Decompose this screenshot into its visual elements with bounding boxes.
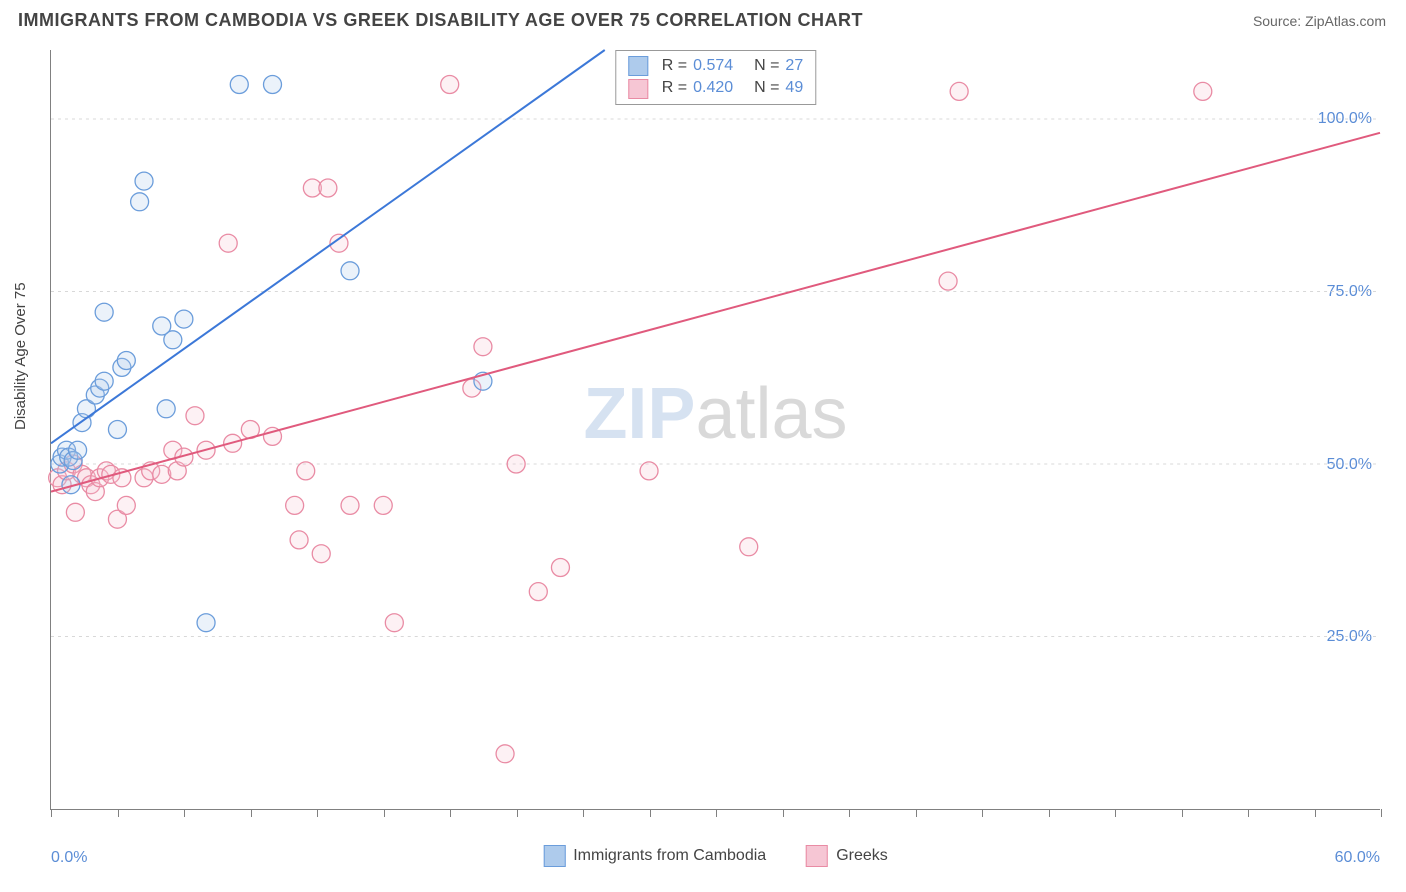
data-point: [496, 745, 514, 763]
n-value-1: 49: [785, 77, 803, 99]
data-point: [131, 193, 149, 211]
x-tick: [1115, 809, 1116, 817]
legend-item-0: Immigrants from Cambodia: [543, 845, 766, 867]
data-point: [740, 538, 758, 556]
scatter-svg: [51, 50, 1380, 809]
trend-line: [51, 133, 1380, 492]
chart-plot-area: ZIPatlas 25.0%50.0%75.0%100.0% 0.0% 60.0…: [50, 50, 1380, 810]
y-axis-label: Disability Age Over 75: [12, 282, 29, 430]
data-point: [95, 303, 113, 321]
legend-item-1: Greeks: [806, 845, 888, 867]
data-point: [286, 496, 304, 514]
x-tick: [1248, 809, 1249, 817]
x-tick: [783, 809, 784, 817]
correlation-swatch-0: [628, 56, 648, 76]
x-tick: [51, 809, 52, 817]
x-tick: [1049, 809, 1050, 817]
x-tick: [916, 809, 917, 817]
x-tick: [716, 809, 717, 817]
x-tick-label-min: 0.0%: [51, 849, 87, 867]
x-tick: [849, 809, 850, 817]
data-point: [529, 583, 547, 601]
data-point: [290, 531, 308, 549]
data-point: [374, 496, 392, 514]
legend-swatch-1: [806, 845, 828, 867]
x-tick: [450, 809, 451, 817]
data-point: [117, 352, 135, 370]
series-legend: Immigrants from Cambodia Greeks: [543, 845, 888, 867]
data-point: [175, 310, 193, 328]
chart-title: IMMIGRANTS FROM CAMBODIA VS GREEK DISABI…: [18, 10, 863, 31]
x-tick: [1182, 809, 1183, 817]
x-tick: [184, 809, 185, 817]
data-point: [157, 400, 175, 418]
x-tick: [317, 809, 318, 817]
x-tick: [118, 809, 119, 817]
r-label-0: R =: [662, 55, 687, 77]
source-label: Source: ZipAtlas.com: [1253, 13, 1386, 29]
data-point: [95, 372, 113, 390]
n-label-1: N =: [754, 77, 779, 99]
data-point: [264, 76, 282, 94]
x-tick: [1315, 809, 1316, 817]
data-point: [385, 614, 403, 632]
data-point: [312, 545, 330, 563]
data-point: [135, 172, 153, 190]
n-label-0: N =: [754, 55, 779, 77]
data-point: [69, 441, 87, 459]
data-point: [186, 407, 204, 425]
x-tick: [384, 809, 385, 817]
trend-line: [51, 50, 605, 443]
legend-swatch-0: [543, 845, 565, 867]
data-point: [1194, 82, 1212, 100]
data-point: [551, 559, 569, 577]
x-tick: [650, 809, 651, 817]
data-point: [640, 462, 658, 480]
data-point: [297, 462, 315, 480]
x-tick-label-max: 60.0%: [1335, 849, 1380, 867]
data-point: [441, 76, 459, 94]
data-point: [117, 496, 135, 514]
n-value-0: 27: [785, 55, 803, 77]
data-point: [230, 76, 248, 94]
correlation-swatch-1: [628, 79, 648, 99]
r-value-0: 0.574: [693, 55, 733, 77]
data-point: [950, 82, 968, 100]
r-label-1: R =: [662, 77, 687, 99]
correlation-legend: R = 0.574 N = 27 R = 0.420 N = 49: [615, 50, 816, 105]
data-point: [219, 234, 237, 252]
x-tick: [251, 809, 252, 817]
data-point: [66, 503, 84, 521]
data-point: [164, 331, 182, 349]
correlation-row-1: R = 0.420 N = 49: [628, 77, 803, 99]
r-value-1: 0.420: [693, 77, 733, 99]
data-point: [507, 455, 525, 473]
data-point: [341, 262, 359, 280]
data-point: [474, 338, 492, 356]
x-tick: [517, 809, 518, 817]
correlation-row-0: R = 0.574 N = 27: [628, 55, 803, 77]
x-tick: [583, 809, 584, 817]
header: IMMIGRANTS FROM CAMBODIA VS GREEK DISABI…: [0, 0, 1406, 37]
data-point: [341, 496, 359, 514]
data-point: [108, 421, 126, 439]
legend-label-0: Immigrants from Cambodia: [573, 847, 766, 864]
data-point: [319, 179, 337, 197]
data-point: [197, 614, 215, 632]
data-point: [939, 272, 957, 290]
legend-label-1: Greeks: [836, 847, 888, 864]
x-tick: [1381, 809, 1382, 817]
x-tick: [982, 809, 983, 817]
